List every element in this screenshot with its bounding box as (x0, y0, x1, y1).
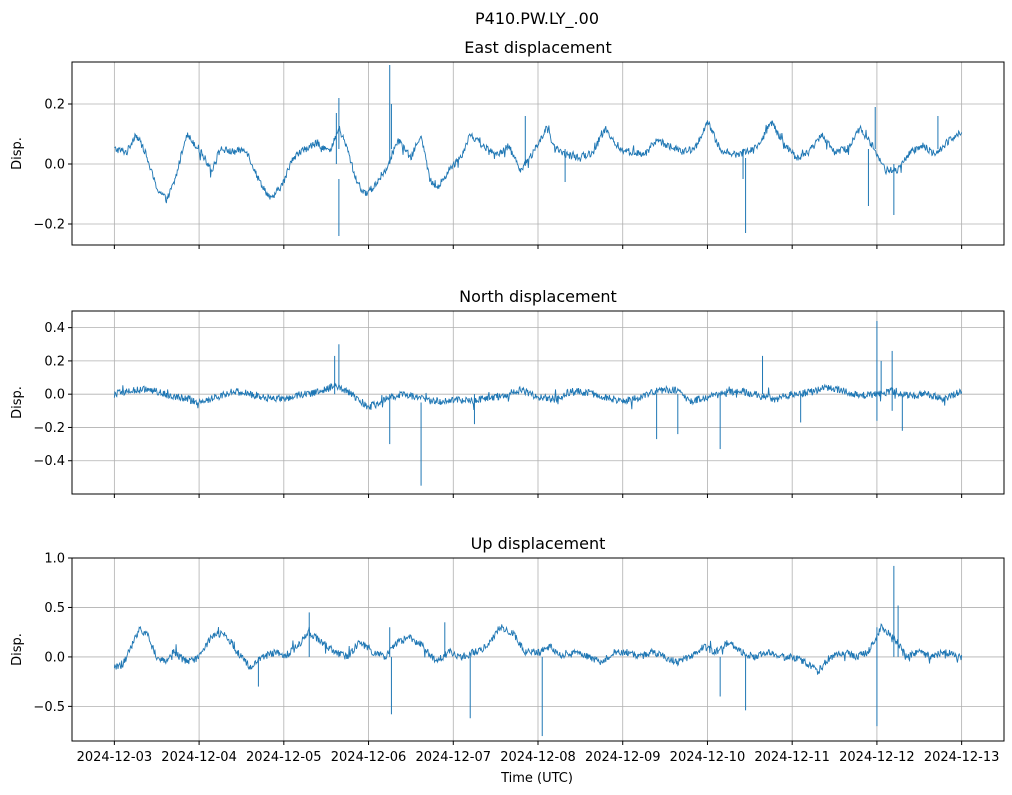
series-line (113, 623, 963, 675)
y-tick-label: 0.4 (44, 321, 65, 336)
x-tick-label: 2024-12-11 (754, 750, 830, 765)
subplot-2: −0.4 −0.2 0.0 0.2 0.4 North displacement Disp. (10, 287, 1005, 498)
subplot-title: Up displacement (471, 534, 606, 553)
x-tick-label: 2024-12-13 (924, 750, 1000, 765)
y-tick-label: 0.0 (44, 158, 65, 173)
y-tick-label: 0.0 (44, 388, 65, 403)
subplot-1: −0.2 0.0 0.2 East displacement Disp. (10, 38, 1005, 249)
x-tick-label: 2024-12-05 (246, 750, 322, 765)
x-tick-label: 2024-12-10 (670, 750, 746, 765)
y-tick-label: −0.2 (33, 421, 65, 436)
y-tick-label: −0.2 (33, 218, 65, 233)
y-axis-label: Disp. (10, 137, 25, 170)
y-tick-label: 0.0 (44, 650, 65, 665)
x-tick-label: 2024-12-12 (839, 750, 915, 765)
subplot-title: East displacement (464, 38, 611, 57)
subplot-title: North displacement (459, 287, 617, 306)
x-tick-label: 2024-12-09 (585, 750, 661, 765)
y-axis-label: Disp. (10, 386, 25, 419)
x-tick-label: 2024-12-03 (77, 750, 153, 765)
x-tick-label: 2024-12-07 (415, 750, 491, 765)
y-tick-label: 0.2 (44, 354, 65, 369)
y-tick-label: −0.5 (33, 700, 65, 715)
x-tick-label: 2024-12-08 (500, 750, 576, 765)
x-tick-label: 2024-12-04 (161, 750, 237, 765)
subplots: −0.2 0.0 0.2 East displacement Disp. −0.4 −0.2… (10, 38, 1005, 765)
series-line (114, 120, 963, 204)
x-tick-label: 2024-12-06 (331, 750, 407, 765)
x-axis-label: Time (UTC) (500, 771, 573, 786)
y-axis-label: Disp. (10, 633, 25, 666)
y-tick-label: 0.5 (44, 601, 65, 616)
series-line (113, 382, 963, 410)
y-tick-label: 0.2 (44, 98, 65, 113)
figure-suptitle: P410.PW.LY_.00 (475, 9, 599, 29)
y-tick-label: 1.0 (44, 552, 65, 567)
y-tick-label: −0.4 (33, 454, 65, 469)
subplot-3: −0.5 0.0 0.5 1.0 2024-12-03 2024-12-04 2024-12… (10, 534, 1005, 765)
